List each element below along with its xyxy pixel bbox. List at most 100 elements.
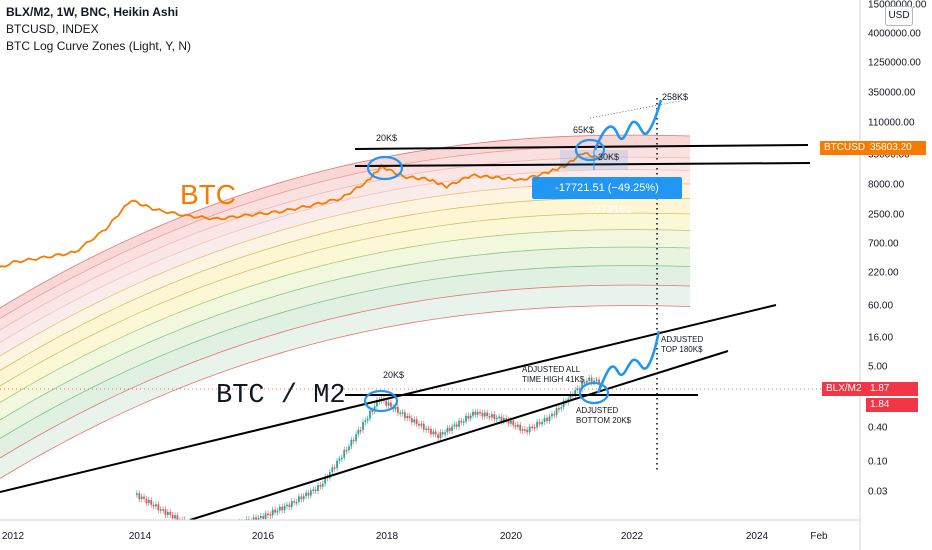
ratio-candle [460, 420, 463, 423]
ratio-candle [558, 408, 560, 410]
ratio-candle [293, 501, 296, 503]
ratio-candle [348, 446, 350, 451]
ratio-candle [305, 492, 307, 497]
reference-lines [0, 98, 860, 470]
ratio-candle [136, 493, 138, 495]
price-axis[interactable]: 15000000.00 4000000.00 1250000.00 350000.00… [868, 0, 927, 498]
time-tick-label: 2018 [376, 531, 399, 542]
ratio-candle [462, 421, 465, 423]
price-tick-label: 5.00 [868, 362, 888, 373]
ratio-candle [343, 449, 346, 458]
ratio-candle [271, 509, 274, 516]
ratio-candle [362, 422, 364, 431]
ratio-candle [425, 428, 428, 431]
support-line-top [354, 162, 811, 167]
ratio-candle [331, 467, 334, 473]
ratio-candle [588, 377, 591, 381]
price-tick-label: 2500.00 [868, 210, 905, 221]
btcusd-symbol-badge: BTCUSD [820, 141, 870, 155]
ratio-candle [403, 412, 406, 419]
ratio-candle [143, 496, 145, 499]
zone-curve [0, 169, 691, 343]
blxm2-symbol-badge: BLX/M2 [822, 382, 866, 396]
ratio-candle [541, 422, 543, 425]
ratio-candle [476, 411, 479, 415]
btcusd-price-badge: 35803.20 [866, 141, 926, 155]
price-tick-label: 350000.00 [868, 88, 916, 99]
ratio-projection-curve [596, 330, 661, 394]
price-tick-label: 0.03 [868, 487, 888, 498]
ratio-candle [510, 420, 512, 424]
price-tick-label: 700.00 [868, 239, 899, 250]
ratio-candle [389, 402, 392, 407]
user-drawings[interactable] [0, 99, 811, 520]
btc-line [0, 152, 602, 268]
ratio-candle [408, 415, 411, 419]
ratio-candle [366, 418, 369, 421]
ratio-candle [569, 394, 572, 399]
ratio-candle [418, 424, 420, 426]
price-tick-label: 8000.00 [868, 180, 905, 191]
time-tick-label: 2012 [2, 531, 25, 542]
ratio-candles [136, 374, 600, 530]
ratio-candle [217, 527, 219, 530]
time-axis[interactable]: 2012 2014 2016 2018 2020 2022 2024 Feb [2, 531, 828, 542]
ratio-title: BTC / M2 [216, 381, 346, 411]
ratio-candle [555, 408, 558, 416]
ratio-candle [288, 504, 291, 508]
ratio-candle [451, 426, 453, 432]
ratio-candle [538, 421, 541, 425]
legend-second: BTCUSD, INDEX [6, 22, 99, 36]
ratio-candle [229, 524, 231, 528]
ratio-candle [500, 416, 503, 422]
ratio-candle [188, 523, 190, 525]
ratio-candle [140, 496, 143, 500]
ratio-candle [399, 412, 402, 415]
time-tick-label: 2014 [129, 531, 152, 542]
ratio-candle [543, 417, 546, 423]
ratio-candle [551, 413, 553, 417]
ratio-candle [486, 412, 489, 417]
ratio-candle [210, 526, 212, 530]
blxm2-price-badge-2: 1.84 [866, 398, 918, 412]
resistance-line-top [354, 144, 809, 150]
zone-band [0, 197, 690, 386]
zone-curve [0, 212, 691, 387]
ratio-candle [495, 417, 498, 420]
ratio-candle [576, 388, 579, 391]
ratio-candle [472, 411, 474, 416]
ratio-candle [252, 517, 255, 520]
ratio-candle [295, 501, 298, 504]
chart-legend: BLX/M2, 1W, BNC, Heikin Ashi BTCUSD, IND… [6, 4, 191, 55]
circle-2017-top [366, 155, 404, 181]
ratio-candle [446, 427, 449, 433]
ratio-candle [328, 472, 331, 478]
ratio-candle [231, 525, 233, 528]
ratio-candle [152, 504, 155, 507]
btc-title: BTC [180, 179, 236, 210]
circle-2021-top [574, 138, 606, 162]
ratio-candle [483, 412, 486, 417]
time-tick-label: 2016 [252, 531, 275, 542]
ratio-candle [422, 423, 425, 430]
ratio-candle [453, 424, 456, 427]
ratio-candle [138, 493, 141, 500]
ratio-candle [215, 527, 217, 529]
ratio-candle [312, 489, 315, 492]
ratio-candle [406, 415, 409, 419]
zone-band [0, 285, 690, 479]
zone-curve [0, 284, 691, 459]
zone-curve [0, 265, 691, 439]
price-tick-label: 60.00 [868, 301, 893, 312]
ratio-candle [309, 490, 312, 496]
price-tick-label: 1250000.00 [868, 58, 921, 69]
ratio-candle [355, 434, 357, 441]
ratio-candle [465, 415, 467, 422]
ratio-candle [479, 411, 481, 414]
currency-button[interactable]: USD [885, 6, 913, 26]
ratio-candle [357, 429, 360, 435]
ratio-candle [439, 432, 442, 439]
time-tick-label: Feb [810, 531, 828, 542]
time-tick-label: 2022 [621, 531, 644, 542]
